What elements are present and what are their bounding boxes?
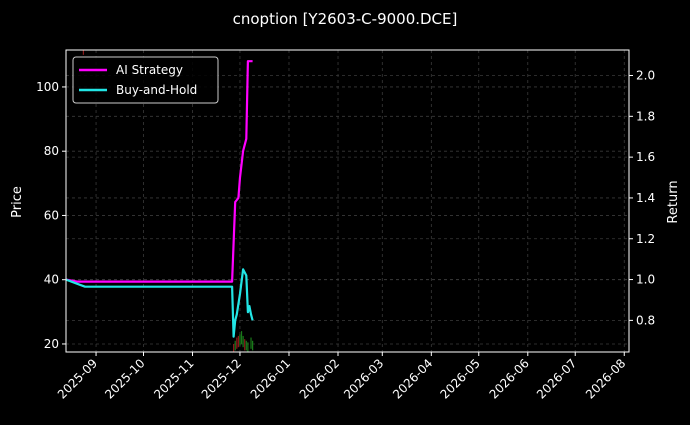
y-axis-left: 20 40 60 80 100 xyxy=(36,80,66,351)
y-right-tick-label: 1.8 xyxy=(636,109,655,123)
y-left-tick-label: 40 xyxy=(44,273,59,287)
x-tick-label: 2026-02 xyxy=(297,356,342,401)
x-tick-label: 2025-12 xyxy=(199,356,244,401)
x-tick-label: 2025-11 xyxy=(151,356,196,401)
y-left-tick-label: 100 xyxy=(36,80,59,94)
y-right-tick-label: 1.2 xyxy=(636,232,655,246)
x-tick-label: 2026-07 xyxy=(534,356,579,401)
x-tick-label: 2026-08 xyxy=(583,356,628,401)
x-tick-label: 2026-04 xyxy=(390,356,435,401)
y-right-tick-label: 1.4 xyxy=(636,191,655,205)
y-axis-left-label: Price xyxy=(10,186,25,218)
chart-title: cnoption [Y2603-C-9000.DCE] xyxy=(233,10,458,28)
y-right-tick-label: 1.0 xyxy=(636,273,655,287)
grid xyxy=(66,50,629,352)
series xyxy=(65,60,254,338)
x-axis: 2025-09 2025-10 2025-11 2025-12 2026-01 2026-… xyxy=(55,352,628,402)
y-left-tick-label: 80 xyxy=(44,144,59,158)
plot-frame xyxy=(65,49,630,353)
x-tick-label: 2026-05 xyxy=(438,356,483,401)
x-tick-label: 2026-01 xyxy=(248,356,293,401)
legend-box xyxy=(72,56,219,104)
y-right-tick-label: 1.6 xyxy=(636,150,655,164)
y-left-tick-label: 20 xyxy=(44,337,59,351)
x-tick-label: 2026-06 xyxy=(487,356,532,401)
x-tick-label: 2025-10 xyxy=(102,356,147,401)
x-tick-label: 2026-03 xyxy=(341,356,386,401)
y-right-tick-label: 2.0 xyxy=(636,69,655,83)
y-left-tick-label: 60 xyxy=(44,208,59,222)
candles xyxy=(82,50,254,352)
x-tick-label: 2025-09 xyxy=(55,356,100,401)
y-right-tick-label: 0.8 xyxy=(636,313,655,327)
legend: AI Strategy Buy-and-Hold xyxy=(72,56,219,104)
y-axis-right: 0.8 1.0 1.2 1.4 1.6 1.8 2.0 xyxy=(629,69,655,327)
series-line-buy-and-hold xyxy=(65,268,254,338)
legend-label: Buy-and-Hold xyxy=(116,83,197,97)
y-axis-right-label: Return xyxy=(666,180,681,223)
series-line-ai-strategy xyxy=(65,60,253,283)
legend-label: AI Strategy xyxy=(116,63,183,77)
